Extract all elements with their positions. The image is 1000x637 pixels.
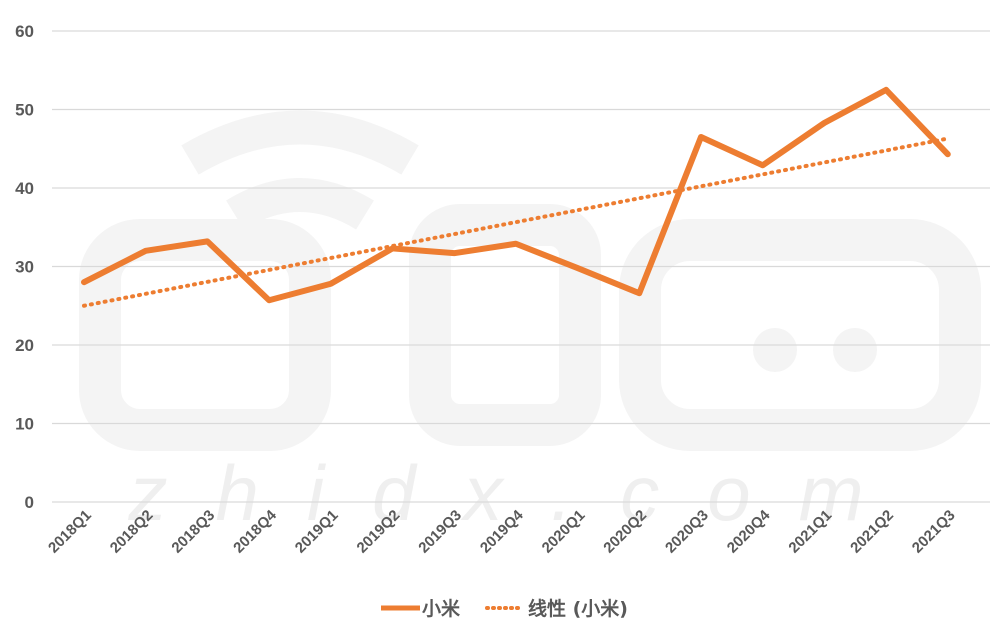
data-point	[453, 252, 456, 255]
legend-label-trendline: 线性 (小米)	[528, 597, 628, 620]
legend: 小米 线性 (小米)	[381, 597, 628, 620]
data-point	[761, 164, 764, 167]
data-point	[268, 299, 271, 302]
data-point	[206, 240, 209, 243]
y-tick-label: 10	[15, 415, 34, 434]
trendline	[82, 136, 950, 308]
y-tick-label: 60	[15, 22, 34, 41]
y-axis-ticks: 0 10 20 30 40 50 60	[15, 22, 34, 512]
x-tick-label: 2018Q1	[45, 507, 95, 557]
y-tick-label: 20	[15, 336, 34, 355]
data-point	[144, 249, 147, 252]
data-point	[638, 292, 641, 295]
x-tick-label: 2021Q3	[909, 507, 959, 557]
series-line-0	[81, 86, 951, 304]
series-layer	[81, 86, 951, 304]
legend-label-series: 小米	[422, 597, 461, 620]
y-tick-label: 0	[25, 493, 34, 512]
data-point	[329, 282, 332, 285]
data-point	[885, 88, 888, 91]
data-point	[514, 242, 517, 245]
y-tick-label: 50	[15, 101, 34, 120]
y-tick-label: 30	[15, 258, 34, 277]
data-point	[391, 247, 394, 250]
data-point	[83, 281, 85, 284]
trendline-layer	[82, 136, 950, 308]
data-point	[700, 135, 702, 138]
data-point	[946, 153, 949, 156]
y-tick-label: 40	[15, 179, 34, 198]
data-point	[823, 121, 826, 124]
data-point	[576, 267, 579, 270]
watermark-text: zhidx.com	[127, 449, 911, 537]
gridlines	[52, 30, 990, 503]
